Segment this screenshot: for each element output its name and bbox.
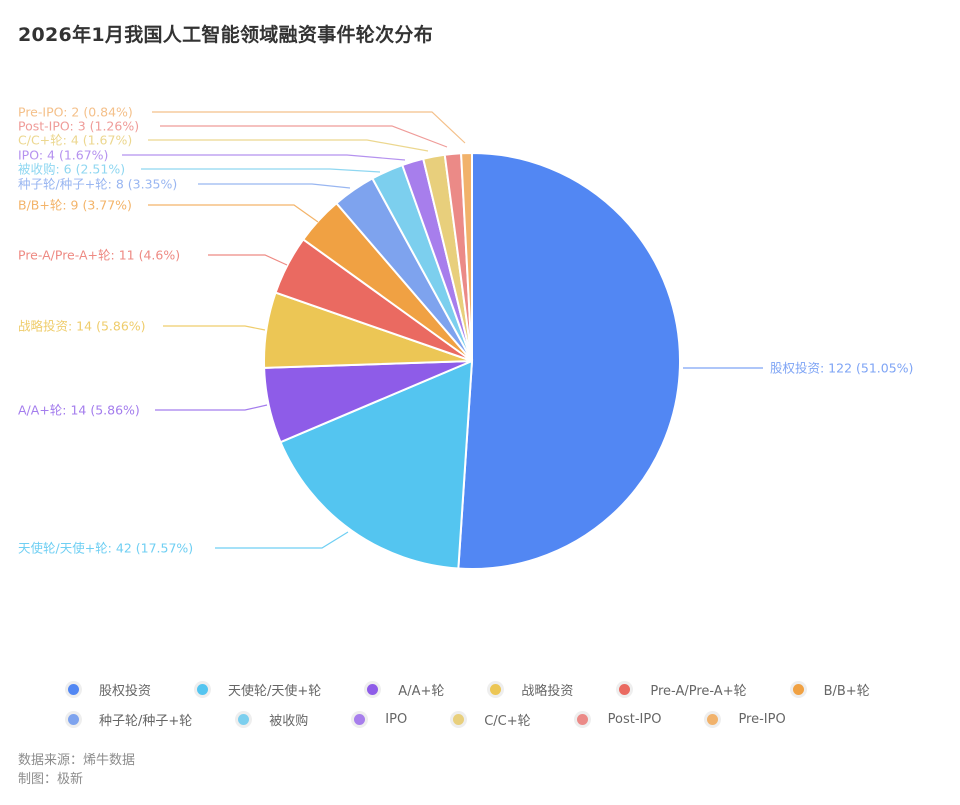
legend-dot-icon: [576, 713, 588, 725]
leader-line: [148, 139, 429, 152]
slice-label: 战略投资: 14 (5.86%): [18, 319, 146, 334]
slice-label: Pre-A/Pre-A+轮: 11 (4.6%): [18, 248, 180, 263]
leader-line: [141, 168, 381, 173]
legend-row: 股权投资 天使轮/天使+轮 A/A+轮 战略投资 Pre-A/Pre-A+轮 B/B+轮: [68, 674, 948, 704]
legend-row: 种子轮/种子+轮 被收购 IPO C/C+轮 Post-IPO Pre-IPO: [68, 704, 948, 734]
legend-dot-icon: [707, 713, 719, 725]
leader-line: [208, 254, 288, 266]
chart-footer: 数据来源：烯牛数据 制图：极新: [18, 751, 135, 789]
slice-label: 股权投资: 122 (51.05%): [770, 361, 913, 376]
leader-line: [160, 125, 448, 148]
legend-dot-icon: [68, 713, 79, 725]
legend-dot-icon: [453, 713, 465, 725]
legend-dot-icon: [238, 713, 250, 725]
slice-label: 天使轮/天使+轮: 42 (17.57%): [18, 541, 193, 556]
slice-labels: 股权投资: 122 (51.05%) 天使轮/天使+轮: 42 (17.57%) A…: [18, 105, 913, 556]
slice-label: B/B+轮: 9 (3.77%): [18, 198, 132, 213]
legend-label: B/B+轮: [823, 683, 870, 699]
legend-dot-icon: [490, 683, 502, 695]
slice-label: A/A+轮: 14 (5.86%): [18, 403, 140, 418]
slice-label: Post-IPO: 3 (1.26%): [18, 119, 139, 134]
legend-dot-icon: [197, 683, 209, 695]
legend-item[interactable]: IPO: [354, 712, 407, 727]
pie-slice[interactable]: [279, 359, 474, 570]
legend-item[interactable]: B/B+轮: [792, 680, 870, 699]
legend-dot-icon: [68, 683, 79, 695]
legend-dot-icon: [619, 683, 631, 695]
chart-maker: 制图：极新: [18, 772, 84, 787]
legend-item[interactable]: 天使轮/天使+轮: [197, 680, 321, 699]
legend-label: 种子轮/种子+轮: [99, 713, 193, 729]
leader-line: [198, 183, 351, 189]
leader-line: [152, 111, 466, 144]
legend-label: Pre-A/Pre-A+轮: [650, 683, 747, 699]
chart-legend: 股权投资 天使轮/天使+轮 A/A+轮 战略投资 Pre-A/Pre-A+轮 B/B+轮 …: [68, 674, 948, 734]
legend-item[interactable]: 种子轮/种子+轮: [68, 710, 192, 729]
legend-dot-icon: [354, 713, 366, 725]
slice-label: 种子轮/种子+轮: 8 (3.35%): [18, 177, 177, 192]
legend-label: Pre-IPO: [738, 711, 786, 727]
slice-label: Pre-IPO: 2 (0.84%): [18, 105, 133, 120]
legend-item[interactable]: 战略投资: [490, 680, 573, 699]
legend-label: IPO: [385, 711, 408, 727]
legend-label: A/A+轮: [398, 683, 445, 699]
slice-label: IPO: 4 (1.67%): [18, 148, 108, 163]
legend-item[interactable]: 股权投资: [68, 680, 151, 699]
pie-slices: [263, 151, 681, 570]
legend-item[interactable]: Pre-A/Pre-A+轮: [619, 680, 747, 699]
pie-slice[interactable]: [457, 151, 681, 570]
pie-chart: 股权投资: 122 (51.05%) 天使轮/天使+轮: 42 (17.57%) A…: [18, 105, 913, 570]
leader-line: [148, 204, 319, 223]
data-source: 数据来源：烯牛数据: [18, 753, 136, 768]
legend-label: 股权投资: [99, 683, 152, 699]
legend-item[interactable]: A/A+轮: [367, 680, 444, 699]
leader-line: [163, 325, 266, 331]
pie-slice[interactable]: [460, 151, 473, 362]
slice-label: 被收购: 6 (2.51%): [18, 162, 125, 177]
leader-line: [122, 154, 406, 161]
legend-label: 战略投资: [521, 683, 574, 699]
legend-label: C/C+轮: [484, 713, 531, 729]
label-leader-lines: [122, 111, 763, 549]
legend-label: 天使轮/天使+轮: [228, 683, 322, 699]
legend-dot-icon: [792, 683, 804, 695]
slice-label: C/C+轮: 4 (1.67%): [18, 133, 132, 148]
legend-item[interactable]: Pre-IPO: [707, 711, 786, 727]
leader-line: [215, 531, 349, 549]
legend-item[interactable]: C/C+轮: [453, 710, 531, 729]
legend-label: Post-IPO: [607, 711, 662, 727]
chart-title: 2026年1月我国人工智能领域融资事件轮次分布: [18, 24, 434, 46]
legend-item[interactable]: Post-IPO: [576, 711, 662, 727]
legend-label: 被收购: [269, 713, 309, 729]
legend-item[interactable]: 被收购: [238, 710, 308, 729]
leader-line: [155, 404, 268, 411]
legend-dot-icon: [367, 683, 379, 695]
